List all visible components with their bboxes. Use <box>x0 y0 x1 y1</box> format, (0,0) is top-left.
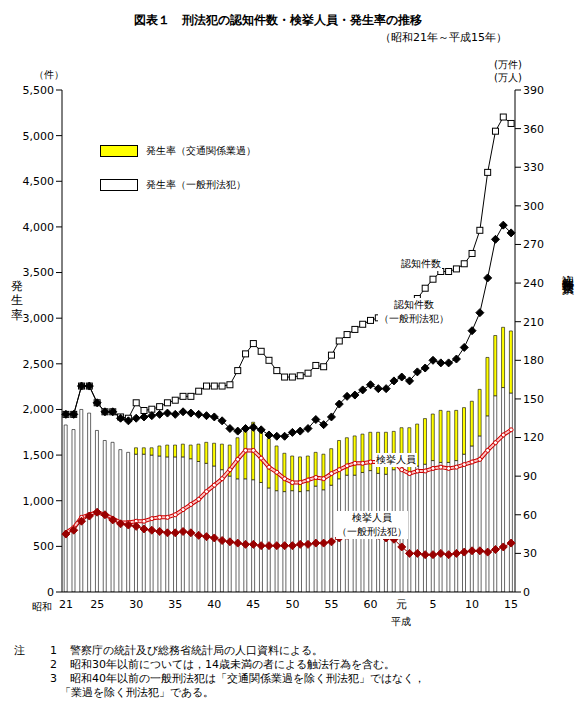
svg-text:1,500: 1,500 <box>23 449 55 462</box>
svg-text:60: 60 <box>523 509 537 522</box>
svg-text:120: 120 <box>523 431 544 444</box>
svg-text:30: 30 <box>129 598 143 611</box>
html-text:（件）: （件） <box>34 69 64 80</box>
svg-text:50: 50 <box>285 598 299 611</box>
svg-text:500: 500 <box>33 540 54 553</box>
html-text:検挙人員: 検挙人員 <box>376 454 416 465</box>
svg-text:3,500: 3,500 <box>23 266 55 279</box>
html-text:1: 1 <box>50 644 57 657</box>
html-text:発生率（一般刑法犯）: 発生率（一般刑法犯） <box>146 179 246 190</box>
svg-text:390: 390 <box>523 84 544 97</box>
svg-text:40: 40 <box>207 598 221 611</box>
svg-text:210: 210 <box>523 316 544 329</box>
svg-text:35: 35 <box>168 598 182 611</box>
html-text:注: 注 <box>14 644 25 657</box>
svg-text:45: 45 <box>246 598 260 611</box>
html-text:発生率: 発生率 <box>10 270 24 312</box>
svg-text:0: 0 <box>47 586 54 599</box>
svg-text:2,500: 2,500 <box>23 358 55 371</box>
svg-text:5,500: 5,500 <box>23 84 55 97</box>
svg-text:3,000: 3,000 <box>23 312 55 325</box>
svg-text:240: 240 <box>523 277 544 290</box>
svg-text:4,500: 4,500 <box>23 175 55 188</box>
html-text:昭和40年以前の一般刑法犯は「交通関係業過を除く刑法犯」では: 昭和40年以前の一般刑法犯は「交通関係業過を除く刑法犯」ではなく， <box>70 672 425 685</box>
svg-text:4,000: 4,000 <box>23 221 55 234</box>
svg-text:10: 10 <box>465 598 479 611</box>
html-text:昭和: 昭和 <box>31 601 52 612</box>
svg-text:180: 180 <box>523 354 544 367</box>
svg-text:300: 300 <box>523 200 544 213</box>
svg-text:2,000: 2,000 <box>23 403 55 416</box>
svg-text:360: 360 <box>523 123 544 136</box>
svg-text:15: 15 <box>504 598 518 611</box>
html-text:認知件数・検挙人員: 認知件数・検挙人員 <box>561 266 575 275</box>
svg-text:55: 55 <box>324 598 338 611</box>
html-text:（昭和21年～平成15年）: （昭和21年～平成15年） <box>380 31 507 44</box>
svg-text:元: 元 <box>396 598 407 611</box>
svg-text:5,000: 5,000 <box>23 130 55 143</box>
html-text:検挙人員: 検挙人員 <box>352 512 392 523</box>
html-text:警察庁の統計及び総務省統計局の人口資料による。: 警察庁の統計及び総務省統計局の人口資料による。 <box>70 644 323 657</box>
svg-text:1,000: 1,000 <box>23 495 55 508</box>
svg-text:270: 270 <box>523 238 544 251</box>
html-text:(万件): (万件) <box>494 59 522 70</box>
html-text:昭和30年以前については，14歳未満の者による触法行為を含む: 昭和30年以前については，14歳未満の者による触法行為を含む。 <box>70 658 395 671</box>
html-text:認知件数: 認知件数 <box>401 258 441 269</box>
html-text:「業過を除く刑法犯」である。: 「業過を除く刑法犯」である。 <box>60 686 214 699</box>
svg-text:5: 5 <box>429 598 436 611</box>
html-text:認知件数: 認知件数 <box>394 299 434 310</box>
html-text:発生率（交通関係業過）: 発生率（交通関係業過） <box>146 145 256 156</box>
html-text:（一般刑法犯）: （一般刑法犯） <box>379 313 449 324</box>
svg-text:330: 330 <box>523 161 544 174</box>
html-text:2: 2 <box>50 658 57 671</box>
svg-text:30: 30 <box>523 547 537 560</box>
svg-text:90: 90 <box>523 470 537 483</box>
svg-text:60: 60 <box>364 598 378 611</box>
html-text:(万人): (万人) <box>494 72 522 83</box>
html-text:平成: 平成 <box>390 616 411 627</box>
html-text:（一般刑法犯）: （一般刑法犯） <box>337 526 407 537</box>
svg-text:25: 25 <box>90 598 104 611</box>
html-text:3: 3 <box>50 672 57 685</box>
svg-text:150: 150 <box>523 393 544 406</box>
svg-text:21: 21 <box>59 598 73 611</box>
svg-text:0: 0 <box>523 586 530 599</box>
html-text:図表１ 刑法犯の認知件数・検挙人員・発生率の推移: 図表１ 刑法犯の認知件数・検挙人員・発生率の推移 <box>134 13 422 27</box>
